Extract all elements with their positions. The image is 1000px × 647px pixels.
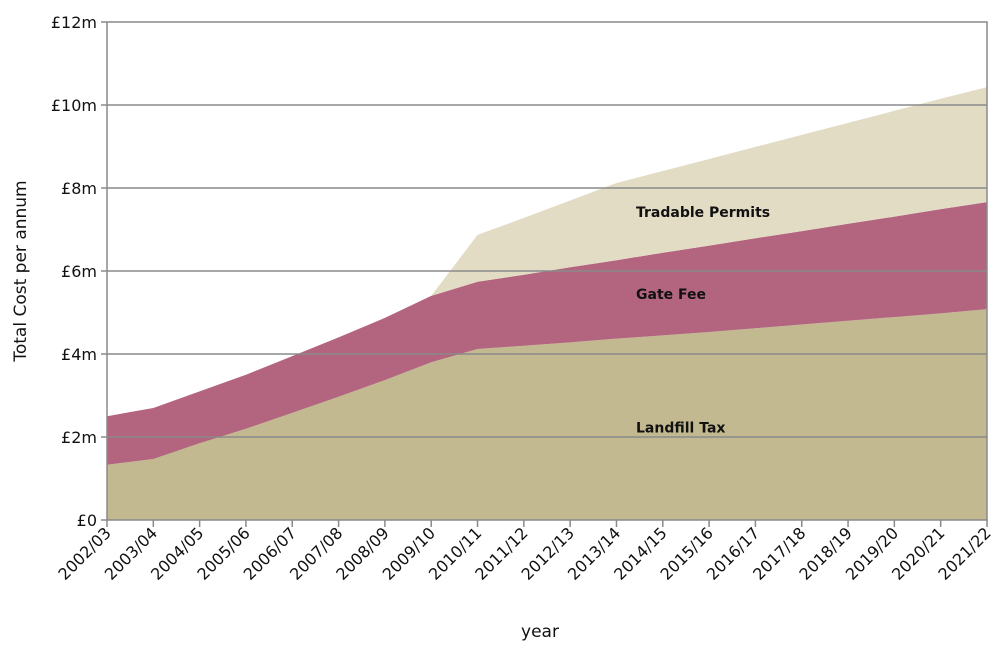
y-tick-label: £10m — [51, 96, 97, 115]
y-tick-label: £6m — [61, 262, 97, 281]
series-label: Gate Fee — [636, 287, 706, 303]
plot-frame — [106, 21, 988, 521]
area — [107, 87, 987, 417]
area — [107, 309, 987, 520]
y-axis-title: Total Cost per annum — [11, 180, 31, 362]
x-axis-title: year — [521, 622, 559, 642]
series-label: Tradable Permits — [636, 205, 770, 221]
series-label: Landfill Tax — [636, 421, 725, 437]
y-tick-label: £4m — [61, 345, 97, 364]
y-tick-label: £0 — [77, 511, 97, 530]
area — [107, 202, 987, 465]
y-tick-label: £12m — [51, 13, 97, 32]
y-tick-label: £8m — [61, 179, 97, 198]
y-tick-label: £2m — [61, 428, 97, 447]
